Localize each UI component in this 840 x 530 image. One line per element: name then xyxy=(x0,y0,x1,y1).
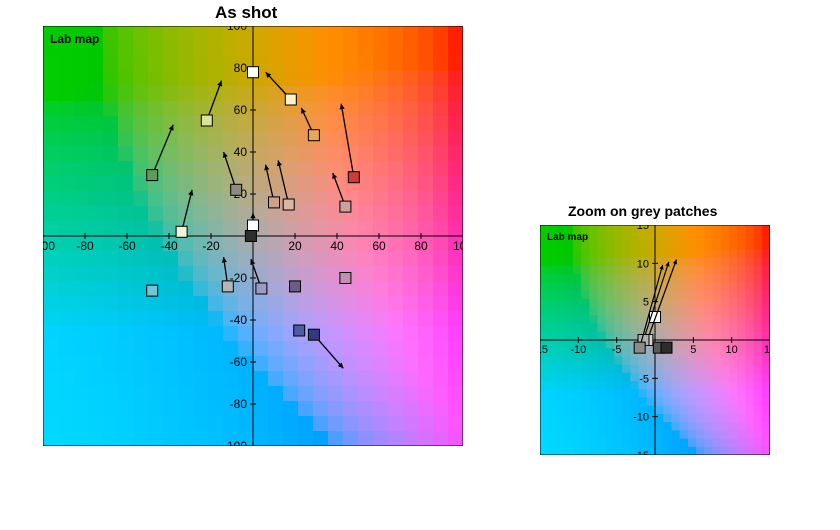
color-patch xyxy=(147,170,158,181)
svg-text:-60: -60 xyxy=(118,239,136,253)
color-patch xyxy=(283,199,294,210)
svg-text:10: 10 xyxy=(726,344,738,356)
color-patch xyxy=(308,130,319,141)
svg-text:40: 40 xyxy=(330,239,344,253)
color-patch xyxy=(201,115,212,126)
svg-text:-15: -15 xyxy=(633,450,649,455)
svg-text:-20: -20 xyxy=(202,239,220,253)
svg-text:-80: -80 xyxy=(230,397,248,411)
color-patch xyxy=(245,231,256,242)
svg-text:80: 80 xyxy=(234,61,248,75)
color-patch xyxy=(294,325,305,336)
lab-map-label: Lab map xyxy=(50,32,99,46)
svg-text:20: 20 xyxy=(288,239,302,253)
svg-text:-5: -5 xyxy=(612,344,622,356)
svg-text:100: 100 xyxy=(227,26,247,33)
color-patch xyxy=(269,197,280,208)
svg-text:60: 60 xyxy=(234,103,248,117)
svg-text:-80: -80 xyxy=(76,239,94,253)
color-patch xyxy=(147,285,158,296)
color-patch xyxy=(248,220,259,231)
svg-text:80: 80 xyxy=(414,239,428,253)
color-patch xyxy=(222,281,233,292)
color-patch xyxy=(340,201,351,212)
zoom-lab-plot: -15 -10 -5 5 10 15 -15 -10 -5 5 10 15 Lab map xyxy=(540,225,770,455)
color-patch xyxy=(176,226,187,237)
svg-text:-15: -15 xyxy=(540,344,548,356)
lab-map-label: Lab map xyxy=(547,232,588,243)
color-patch xyxy=(290,281,301,292)
svg-text:15: 15 xyxy=(637,225,649,232)
color-patch xyxy=(340,273,351,284)
svg-text:-10: -10 xyxy=(570,344,586,356)
color-patch xyxy=(231,184,242,195)
svg-text:-40: -40 xyxy=(230,313,248,327)
color-patch xyxy=(285,94,296,105)
svg-text:-60: -60 xyxy=(230,355,248,369)
color-patch xyxy=(248,67,259,78)
color-patch xyxy=(308,329,319,340)
main-chart-title: As shot xyxy=(215,3,277,23)
color-patch xyxy=(661,342,672,353)
zoom-chart-title: Zoom on grey patches xyxy=(568,203,717,219)
svg-text:5: 5 xyxy=(690,344,696,356)
svg-text:60: 60 xyxy=(372,239,386,253)
svg-text:-40: -40 xyxy=(160,239,178,253)
svg-text:-5: -5 xyxy=(639,373,649,385)
svg-text:10: 10 xyxy=(637,258,649,270)
svg-text:-10: -10 xyxy=(633,412,649,424)
svg-text:5: 5 xyxy=(643,297,649,309)
color-patch xyxy=(256,283,267,294)
svg-text:100: 100 xyxy=(453,239,463,253)
svg-text:-100: -100 xyxy=(223,439,247,446)
svg-text:40: 40 xyxy=(234,145,248,159)
color-patch xyxy=(348,172,359,183)
svg-text:-100: -100 xyxy=(43,239,55,253)
svg-text:15: 15 xyxy=(764,344,770,356)
main-lab-plot: -100 -80 -60 -40 -20 20 40 60 80 100 -100 -80 -60 -40… xyxy=(43,26,463,446)
color-patch xyxy=(634,342,645,353)
